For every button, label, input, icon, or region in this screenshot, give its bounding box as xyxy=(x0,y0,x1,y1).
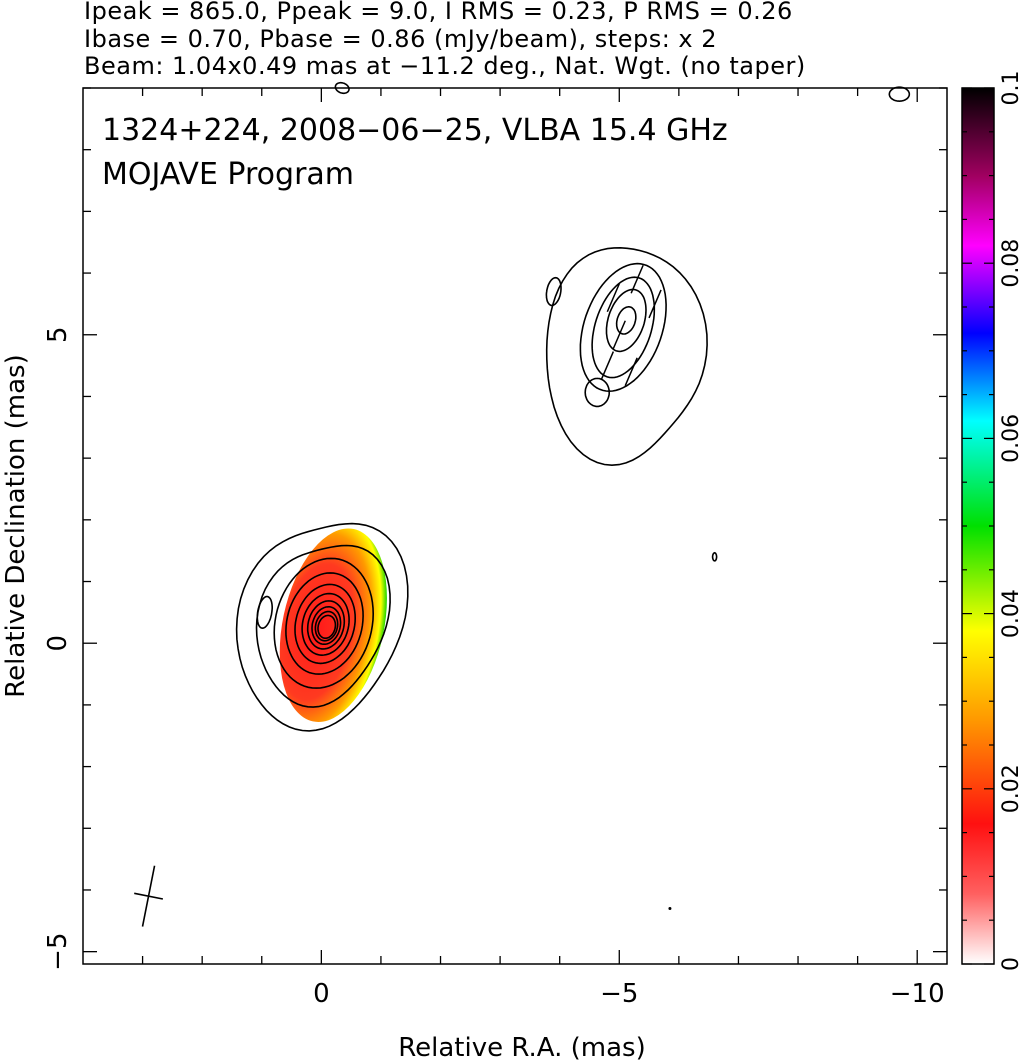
beam-info-line: Beam: 1.04x0.49 mas at −11.2 deg., Nat. … xyxy=(84,52,806,80)
y-tick-label: 0 xyxy=(43,635,73,652)
evpa-stick xyxy=(648,289,662,319)
colorbar-ticks: 0 0.02 0.04 0.06 0.08 0.1 xyxy=(962,71,1022,971)
polarization-map xyxy=(279,528,387,722)
jet-contour xyxy=(615,306,637,335)
jet-side-contour xyxy=(545,276,562,307)
x-axis-label: Relative R.A. (mas) xyxy=(398,1033,645,1061)
jet-contour xyxy=(545,246,708,467)
evpa-stick xyxy=(630,264,644,294)
jet-contour xyxy=(591,276,656,379)
evpa-stick xyxy=(624,357,638,387)
noise-dot xyxy=(668,906,672,910)
core-contour xyxy=(306,600,346,650)
core-contour xyxy=(273,557,375,689)
polarization-patch xyxy=(279,528,387,722)
jet-contour xyxy=(605,288,647,353)
stats-line-2: Ibase = 0.70, Pbase = 0.86 (mJy/beam), s… xyxy=(84,25,718,53)
core-contour xyxy=(317,614,337,639)
plot-subtitle: MOJAVE Program xyxy=(102,157,354,192)
core-contour xyxy=(311,606,342,645)
y-tick-label: −5 xyxy=(43,932,73,970)
beam-marker xyxy=(134,865,164,927)
core-contour xyxy=(235,522,409,732)
colorbar-tick-label: 0.08 xyxy=(999,239,1022,288)
core-contour xyxy=(294,583,357,665)
colorbar-tick-label: 0 xyxy=(999,957,1022,971)
evpa-stick xyxy=(606,283,621,313)
evpa-stick xyxy=(612,320,626,350)
core-contour xyxy=(301,592,350,657)
noise-contour xyxy=(711,551,718,562)
colorbar-tick-label: 0.02 xyxy=(999,764,1022,813)
edge-contour xyxy=(888,86,911,103)
core-side-contour xyxy=(256,595,273,630)
y-axis-label: Relative Declination (mas) xyxy=(1,354,31,697)
jet-knot-contour xyxy=(584,377,610,408)
x-tick-label: −5 xyxy=(600,979,638,1009)
axis-ticks: 0 −5 −10 −5 0 5 xyxy=(43,87,947,1009)
evpa-stick xyxy=(600,351,615,380)
colorbar-tick-label: 0.1 xyxy=(999,71,1022,106)
plot-title: 1324+224, 2008−06−25, VLBA 15.4 GHz xyxy=(102,113,728,148)
core-contour xyxy=(285,572,364,675)
stats-line-1: Ipeak = 865.0, Ppeak = 9.0, I RMS = 0.23… xyxy=(84,0,793,25)
x-tick-label: 0 xyxy=(313,979,330,1009)
beam-minor-axis xyxy=(134,892,164,900)
colorbar-tick-label: 0.06 xyxy=(999,414,1022,463)
x-tick-label: −10 xyxy=(890,979,945,1009)
contour-map xyxy=(235,81,911,910)
jet-contour xyxy=(579,262,667,393)
plot-frame xyxy=(82,87,948,965)
colorbar-tick-label: 0.04 xyxy=(999,589,1022,638)
edge-contour xyxy=(334,81,350,95)
y-tick-label: 5 xyxy=(43,326,73,343)
core-contour xyxy=(314,610,339,642)
